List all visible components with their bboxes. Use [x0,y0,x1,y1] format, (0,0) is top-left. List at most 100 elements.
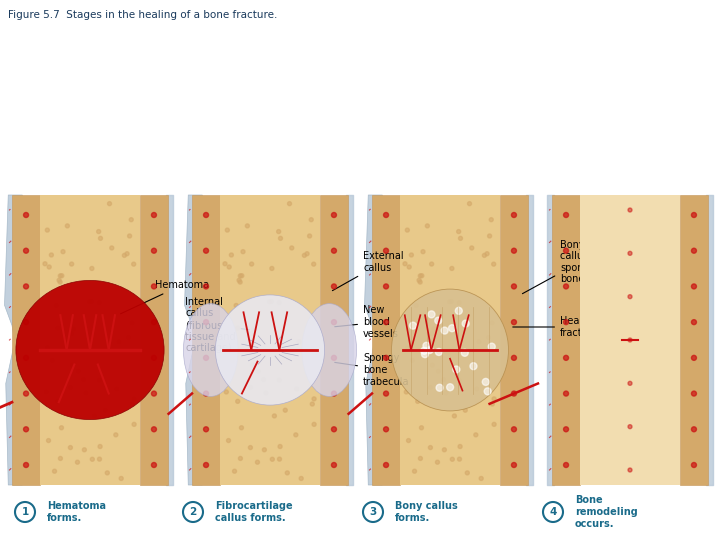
Circle shape [474,433,478,437]
Circle shape [410,358,414,362]
Circle shape [418,280,422,284]
Circle shape [436,384,443,391]
Circle shape [480,476,483,481]
Polygon shape [184,195,202,485]
Circle shape [151,427,156,432]
Circle shape [97,378,102,382]
Circle shape [248,386,253,389]
Circle shape [331,320,336,325]
Circle shape [588,265,591,269]
Circle shape [302,253,307,258]
Text: External
callus: External callus [333,251,404,291]
Circle shape [511,427,516,432]
Circle shape [68,386,73,389]
Circle shape [204,391,209,396]
Circle shape [384,320,389,325]
Circle shape [204,213,209,218]
Circle shape [71,327,76,331]
Circle shape [511,248,516,253]
Circle shape [312,397,316,401]
Text: Bony callus
forms.: Bony callus forms. [395,501,458,523]
Circle shape [240,426,243,430]
Circle shape [66,224,69,228]
Circle shape [564,391,569,396]
Circle shape [691,213,696,218]
Circle shape [272,414,276,418]
Circle shape [71,363,74,367]
Circle shape [114,387,119,391]
Circle shape [114,433,118,437]
Circle shape [223,262,227,266]
Circle shape [484,388,491,395]
Circle shape [384,427,389,432]
Circle shape [107,201,112,206]
Text: 2: 2 [189,507,197,517]
Polygon shape [500,195,528,485]
Circle shape [204,427,209,432]
Circle shape [691,284,696,289]
Circle shape [225,228,230,232]
Circle shape [269,300,274,303]
Circle shape [270,457,274,461]
Circle shape [363,502,383,522]
Circle shape [543,502,563,522]
Circle shape [24,355,29,360]
Circle shape [457,457,462,461]
Circle shape [122,253,127,258]
Circle shape [262,448,266,452]
Circle shape [307,335,310,340]
Circle shape [622,448,626,452]
Circle shape [418,456,423,461]
Circle shape [76,460,79,464]
Circle shape [672,422,676,427]
Circle shape [595,400,600,403]
Circle shape [415,326,420,330]
Circle shape [248,446,253,450]
Circle shape [24,462,29,468]
Circle shape [278,444,282,449]
Circle shape [511,284,516,289]
Circle shape [279,237,282,240]
Polygon shape [372,195,400,485]
Circle shape [300,476,303,481]
Circle shape [583,262,587,266]
Circle shape [463,408,467,412]
Circle shape [233,469,237,473]
Circle shape [151,284,156,289]
Circle shape [98,444,102,449]
Circle shape [310,402,315,406]
Circle shape [436,460,439,464]
Circle shape [637,301,642,305]
Circle shape [450,266,454,271]
Circle shape [151,355,156,360]
Circle shape [601,249,605,254]
Circle shape [183,502,203,522]
Circle shape [331,284,336,289]
Circle shape [251,363,254,367]
Circle shape [24,248,29,253]
Text: 3: 3 [369,507,377,517]
Circle shape [654,433,658,437]
Circle shape [636,230,641,234]
Circle shape [417,278,421,282]
Circle shape [151,462,156,468]
Circle shape [310,218,313,222]
Circle shape [24,427,29,432]
Circle shape [564,213,569,218]
Circle shape [457,301,462,305]
Circle shape [449,325,456,332]
Circle shape [595,326,600,330]
Circle shape [616,460,619,464]
Polygon shape [580,195,680,485]
Circle shape [89,300,94,303]
Circle shape [490,321,494,325]
Circle shape [230,253,233,257]
Circle shape [428,446,433,450]
Circle shape [130,321,134,325]
Circle shape [431,327,436,331]
Circle shape [628,338,632,342]
Circle shape [285,471,289,475]
Circle shape [482,253,487,258]
Circle shape [120,476,123,481]
Circle shape [654,387,659,391]
